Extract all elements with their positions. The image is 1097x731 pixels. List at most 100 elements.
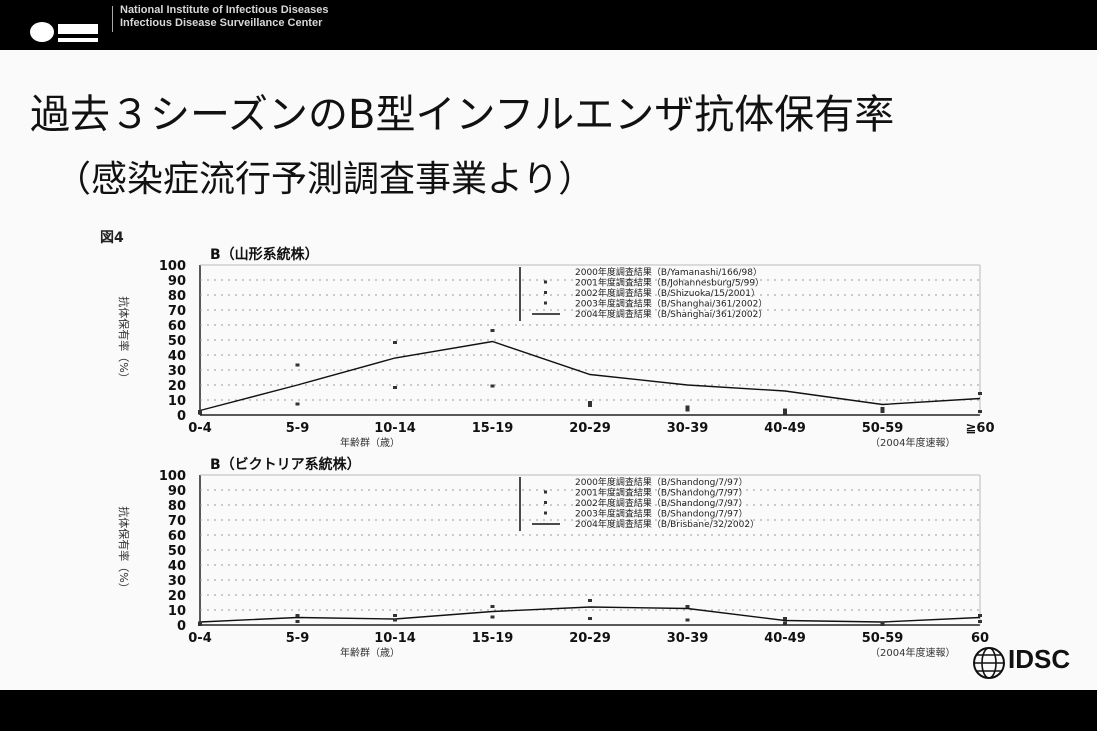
y-tick-label: 80 <box>168 289 186 304</box>
x-tick-label: 40-49 <box>764 421 806 436</box>
y-tick-label: 80 <box>168 499 186 514</box>
y-tick-label: 0 <box>177 409 186 424</box>
x-axis-label: 年齢群（歳） <box>340 646 400 659</box>
globe-icon <box>973 647 1005 679</box>
series-point <box>978 614 982 617</box>
series-point <box>978 410 982 413</box>
x-tick-label: 20-29 <box>569 631 611 646</box>
legend-marker-swatch <box>544 291 547 294</box>
y-tick-label: 30 <box>168 574 186 589</box>
x-tick-label: 15-19 <box>472 421 514 436</box>
x-tick-label: 20-29 <box>569 421 611 436</box>
legend-entry: 2003年度調査結果（B/Shandong/7/97） <box>575 508 748 520</box>
series-point <box>783 617 787 620</box>
y-tick-label: 50 <box>168 334 186 349</box>
source-note: （2004年度速報） <box>870 646 955 659</box>
x-tick-label: 5-9 <box>286 631 310 646</box>
header-bar: National Institute of Infectious Disease… <box>0 0 1097 50</box>
y-tick-label: 70 <box>168 304 186 319</box>
x-tick-label: 5-9 <box>286 421 310 436</box>
y-tick-label: 90 <box>168 484 186 499</box>
x-tick-label: 40-49 <box>764 631 806 646</box>
series-point <box>588 401 592 404</box>
x-tick-label: 10-14 <box>374 631 416 646</box>
series-point <box>393 386 397 389</box>
series-point <box>588 404 592 407</box>
x-tick-label: 60 <box>971 631 989 646</box>
series-point <box>588 599 592 602</box>
series-point <box>198 623 202 626</box>
slide-subtitle: （感染症流行予測調査事業より） <box>55 159 595 200</box>
institute-name: National Institute of Infectious Disease… <box>120 4 328 30</box>
series-point <box>393 618 397 622</box>
legend-entry: 2004年度調査結果（B/Shanghai/361/2002） <box>575 308 767 320</box>
series-point <box>295 614 300 617</box>
series-point <box>490 329 495 332</box>
y-tick-label: 60 <box>168 319 186 334</box>
chart-title: B（ビクトリア系統株） <box>210 456 361 473</box>
series-point <box>295 402 300 406</box>
series-point <box>783 621 787 625</box>
idsc-logo-text: IDSC <box>1008 644 1071 674</box>
x-tick-label: 30-39 <box>667 631 709 646</box>
series-point <box>880 623 885 626</box>
y-tick-label: 30 <box>168 364 186 379</box>
y-tick-label: 90 <box>168 274 186 289</box>
x-tick-label: ≧60 <box>966 421 995 436</box>
legend-entry: 2004年度調査結果（B/Brisbane/32/2002） <box>575 518 759 530</box>
y-tick-label: 0 <box>177 619 186 634</box>
legend-entry: 2000年度調査結果（B/Yamanashi/166/98） <box>575 266 762 278</box>
series-point <box>978 620 982 623</box>
legend-marker-swatch <box>544 301 547 305</box>
source-note: （2004年度速報） <box>870 436 955 449</box>
series-point <box>198 411 202 415</box>
y-tick-label: 70 <box>168 514 186 529</box>
y-tick-label: 20 <box>168 589 186 604</box>
series-point <box>295 620 300 623</box>
series-point <box>978 392 982 395</box>
legend-marker-swatch <box>544 490 547 494</box>
legend-entry: 2002年度調査結果（B/Shizuoka/15/2001） <box>575 287 760 299</box>
y-tick-label: 50 <box>168 544 186 559</box>
series-point <box>295 363 300 367</box>
series-line <box>199 606 981 623</box>
footer-bar <box>0 690 1097 731</box>
y-tick-label: 100 <box>159 469 186 484</box>
legend-marker-swatch <box>544 280 547 284</box>
series-point <box>490 384 495 388</box>
y-tick-label: 60 <box>168 529 186 544</box>
slide-title: 過去３シーズンのB型インフルエンザ抗体保有率 <box>30 92 895 138</box>
x-tick-label: 0-4 <box>188 631 212 646</box>
chart-title: B（山形系統株） <box>210 246 319 263</box>
niid-logo <box>30 22 98 42</box>
institute-line2: Infectious Disease Surveillance Center <box>120 17 323 29</box>
series-point <box>783 408 787 412</box>
x-tick-label: 15-19 <box>472 631 514 646</box>
series-point <box>490 615 495 619</box>
institute-line1: National Institute of Infectious Disease… <box>120 4 329 16</box>
legend-marker-swatch <box>544 511 547 515</box>
figure-label: 図4 <box>100 230 124 246</box>
series-point <box>685 618 690 622</box>
legend-entry: 2002年度調査結果（B/Shandong/7/97） <box>575 497 748 509</box>
series-point <box>588 617 592 620</box>
header-separator <box>112 6 113 32</box>
y-tick-label: 100 <box>159 259 186 274</box>
x-tick-label: 0-4 <box>188 421 212 436</box>
y-tick-label: 20 <box>168 379 186 394</box>
x-tick-label: 50-59 <box>862 421 904 436</box>
series-point <box>783 411 787 415</box>
x-axis-label: 年齢群（歳） <box>340 436 400 449</box>
legend-marker-swatch <box>544 501 547 504</box>
legend-entry: 2000年度調査結果（B/Shandong/7/97） <box>575 476 748 488</box>
series-point <box>685 605 690 608</box>
series-point <box>393 341 397 344</box>
y-tick-label: 10 <box>168 604 186 619</box>
legend-entry: 2003年度調査結果（B/Shanghai/361/2002） <box>575 298 767 310</box>
series-point <box>880 407 885 410</box>
series-line <box>199 340 981 412</box>
x-tick-label: 50-59 <box>862 631 904 646</box>
series-point <box>685 405 690 409</box>
